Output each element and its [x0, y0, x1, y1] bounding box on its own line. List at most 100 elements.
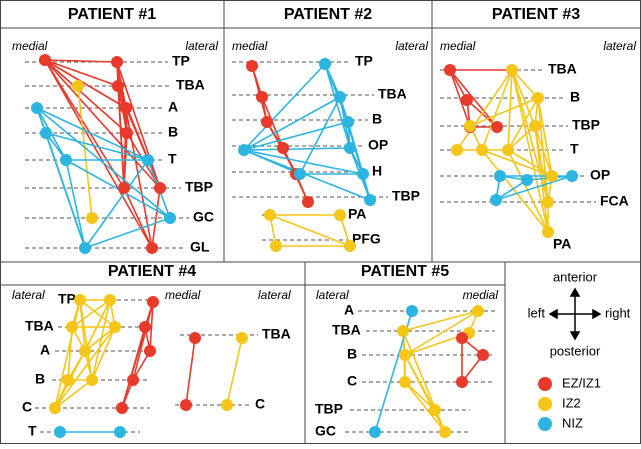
edge [481, 149, 549, 233]
region-label: C [347, 373, 357, 389]
region-label: TBP [315, 401, 343, 417]
node [39, 54, 51, 66]
panel-title: PATIENT #3 [492, 6, 580, 23]
compass-label: anterior [553, 269, 598, 284]
node [74, 294, 86, 306]
node [118, 182, 130, 194]
edge [534, 125, 553, 177]
compass [548, 287, 602, 341]
edge [507, 149, 553, 177]
region-label: GC [193, 209, 214, 225]
edge [299, 96, 341, 175]
region-label: GL [190, 239, 210, 255]
node [49, 402, 61, 414]
side-label: lateral [258, 288, 291, 302]
region-label: TP [355, 53, 373, 69]
side-label: medial [440, 39, 476, 53]
edge [511, 69, 549, 233]
node [270, 240, 282, 252]
node [79, 345, 91, 357]
edge [404, 310, 479, 356]
node [121, 127, 133, 139]
region-label: GC [315, 423, 336, 439]
compass-label: right [605, 305, 631, 320]
edge [54, 379, 93, 409]
node [189, 332, 201, 344]
edge [79, 299, 116, 328]
node [238, 144, 250, 156]
region-label: OP [368, 137, 388, 153]
node [180, 399, 192, 411]
node [127, 374, 139, 386]
edge [469, 97, 539, 127]
edge [84, 326, 116, 352]
panel-title: PATIENT #2 [284, 6, 372, 23]
edge [481, 69, 513, 151]
edge [243, 96, 341, 151]
node [542, 226, 554, 238]
node [40, 127, 52, 139]
legend-swatch [538, 377, 552, 391]
node [476, 144, 488, 156]
panel-title: PATIENT #5 [361, 263, 449, 280]
node [72, 80, 84, 92]
compass-label: posterior [550, 343, 601, 358]
edge [44, 59, 125, 189]
region-label: A [40, 342, 50, 358]
node [491, 121, 503, 133]
edge [121, 326, 146, 409]
region-label: PA [348, 206, 366, 222]
edge [511, 69, 539, 99]
edge [511, 69, 536, 127]
node [397, 325, 409, 337]
edge [269, 214, 351, 247]
edge [495, 175, 573, 201]
node [399, 376, 411, 388]
node [342, 116, 354, 128]
edge [36, 107, 171, 219]
node [236, 332, 248, 344]
edge [44, 59, 153, 249]
node [429, 404, 441, 416]
edge [54, 299, 81, 409]
region-label: B [168, 124, 178, 140]
region-label: A [344, 302, 354, 318]
node [302, 196, 314, 208]
edge [226, 337, 243, 406]
edge [45, 132, 149, 161]
edge [91, 299, 111, 381]
region-label: TBA [548, 61, 577, 77]
edge [91, 326, 116, 381]
legend-label: NIZ [562, 415, 583, 430]
node [472, 305, 484, 317]
side-label: lateral [395, 39, 428, 53]
node [344, 142, 356, 154]
node [277, 142, 289, 154]
edge [77, 85, 93, 219]
edge [149, 301, 154, 352]
node [344, 240, 356, 252]
edge [123, 187, 153, 249]
node [261, 116, 273, 128]
edge [44, 59, 118, 63]
panel-title: PATIENT #4 [108, 263, 196, 280]
node [147, 296, 159, 308]
edge [537, 97, 553, 177]
node [566, 170, 578, 182]
edge [44, 59, 127, 109]
edge [495, 179, 528, 201]
edge [507, 125, 536, 151]
region-label: H [372, 163, 382, 179]
region-label: TBA [332, 322, 361, 338]
legend-swatch [538, 417, 552, 431]
region-label: OP [590, 167, 610, 183]
node [112, 80, 124, 92]
node [104, 294, 116, 306]
node [399, 349, 411, 361]
side-label: lateral [185, 39, 218, 53]
node [546, 170, 558, 182]
edge [54, 326, 116, 409]
node [86, 212, 98, 224]
